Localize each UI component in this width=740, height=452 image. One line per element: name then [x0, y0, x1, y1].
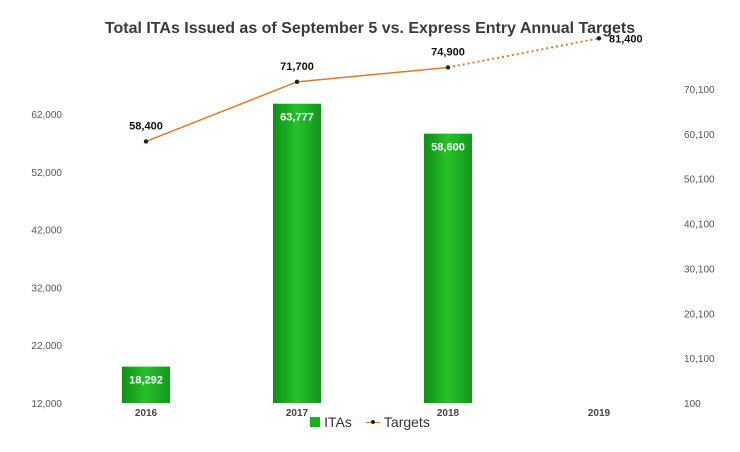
itas-bar [424, 133, 472, 404]
targets-value-label: 74,900 [431, 46, 465, 58]
legend-label-itas: ITAs [324, 414, 352, 430]
x-axis-tick-label: 2019 [588, 408, 611, 419]
targets-point [143, 139, 149, 144]
right-axis-tick-label: 40,100 [684, 220, 715, 231]
left-axis-tick-label: 62,000 [31, 110, 62, 121]
left-axis-tick-label: 52,000 [31, 168, 62, 179]
right-axis-tick-label: 60,100 [684, 130, 715, 141]
targets-value-label: 71,700 [280, 61, 314, 73]
right-axis-tick-label: 30,100 [684, 264, 715, 275]
targets-point [596, 36, 602, 41]
targets-value-label: 81,400 [609, 33, 643, 45]
right-axis-tick-label: 70,100 [684, 85, 715, 96]
targets-line-projected-segment [447, 37, 600, 69]
chart-legend: ITAs Targets [0, 414, 740, 430]
itas-bar-value-label: 58,600 [431, 142, 465, 154]
left-axis-tick-label: 42,000 [31, 226, 62, 237]
legend-item-targets: Targets [365, 414, 430, 430]
targets-value-label: 58,400 [129, 120, 163, 132]
itas-bar-value-label: 63,777 [280, 112, 314, 124]
left-axis-tick-label: 22,000 [31, 341, 62, 352]
targets-point [294, 79, 300, 85]
legend-swatch-targets [365, 417, 380, 427]
x-axis-tick-label: 2017 [286, 408, 309, 419]
itas-bar [273, 103, 321, 403]
right-axis-tick-label: 100 [684, 399, 701, 410]
targets-point [445, 65, 451, 70]
right-axis-tick-label: 10,100 [684, 354, 715, 365]
legend-label-targets: Targets [383, 414, 430, 430]
left-axis-tick-label: 32,000 [31, 283, 62, 294]
x-axis-tick-label: 2016 [135, 408, 158, 419]
x-axis-tick-label: 2018 [437, 408, 460, 419]
chart-title: Total ITAs Issued as of September 5 vs. … [104, 20, 636, 37]
right-axis-tick-label: 50,100 [684, 175, 715, 186]
itas-bar-value-label: 18,292 [129, 375, 163, 387]
legend-swatch-itas [310, 417, 321, 427]
right-axis-tick-label: 20,100 [684, 309, 715, 320]
legend-item-itas: ITAs [310, 414, 352, 430]
left-axis-tick-label: 12,000 [31, 399, 62, 410]
itas-bar [122, 366, 170, 403]
